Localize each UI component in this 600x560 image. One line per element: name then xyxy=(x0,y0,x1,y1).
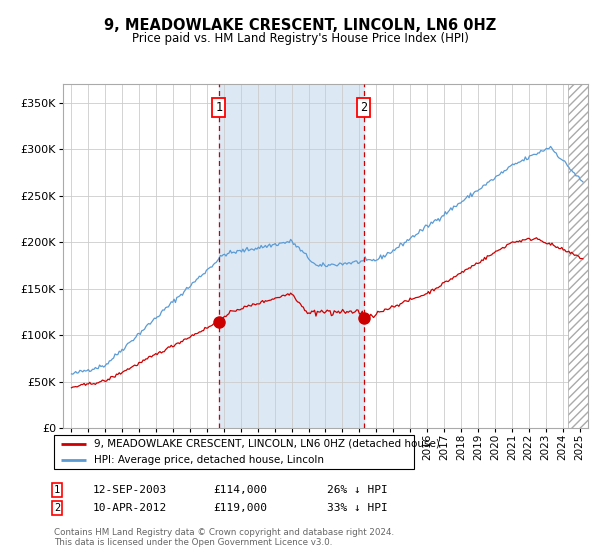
Text: 2: 2 xyxy=(54,503,60,513)
Text: £114,000: £114,000 xyxy=(213,485,267,495)
Text: 26% ↓ HPI: 26% ↓ HPI xyxy=(327,485,388,495)
Text: HPI: Average price, detached house, Lincoln: HPI: Average price, detached house, Linc… xyxy=(94,455,323,465)
Text: 9, MEADOWLAKE CRESCENT, LINCOLN, LN6 0HZ (detached house): 9, MEADOWLAKE CRESCENT, LINCOLN, LN6 0HZ… xyxy=(94,439,439,449)
Text: 33% ↓ HPI: 33% ↓ HPI xyxy=(327,503,388,513)
Bar xyxy=(219,84,364,428)
Bar xyxy=(568,84,588,428)
Text: 12-SEP-2003: 12-SEP-2003 xyxy=(93,485,167,495)
Text: Price paid vs. HM Land Registry's House Price Index (HPI): Price paid vs. HM Land Registry's House … xyxy=(131,32,469,45)
Text: 1: 1 xyxy=(54,485,60,495)
Text: 10-APR-2012: 10-APR-2012 xyxy=(93,503,167,513)
Text: 1: 1 xyxy=(215,101,223,114)
Text: £119,000: £119,000 xyxy=(213,503,267,513)
Text: 9, MEADOWLAKE CRESCENT, LINCOLN, LN6 0HZ: 9, MEADOWLAKE CRESCENT, LINCOLN, LN6 0HZ xyxy=(104,18,496,33)
Text: Contains HM Land Registry data © Crown copyright and database right 2024.
This d: Contains HM Land Registry data © Crown c… xyxy=(54,528,394,547)
Text: 2: 2 xyxy=(361,101,368,114)
